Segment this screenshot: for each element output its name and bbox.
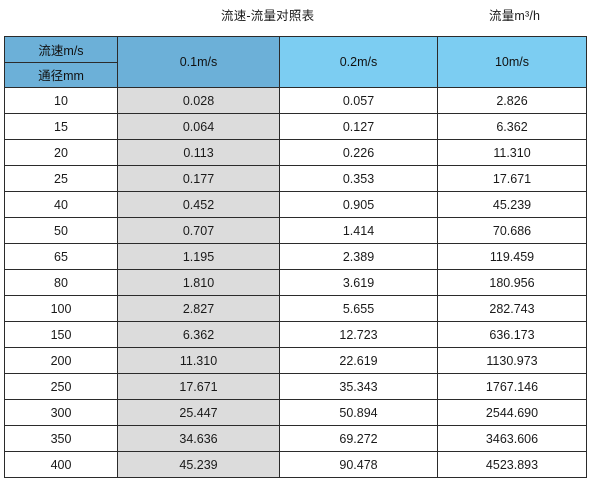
cell-flow-10: 6.362 <box>437 113 587 140</box>
cell-flow-0-2: 1.414 <box>279 217 438 244</box>
cell-flow-0-1: 25.447 <box>117 399 280 426</box>
cell-flow-0-1: 0.452 <box>117 191 280 218</box>
cell-flow-0-2: 5.655 <box>279 295 438 322</box>
flow-table-container: 流速m/s 0.1m/s 0.2m/s 10m/s 通径mm 10 0.028 … <box>4 36 587 478</box>
cell-diameter: 250 <box>4 373 118 400</box>
table-body: 流速m/s 0.1m/s 0.2m/s 10m/s 通径mm 10 0.028 … <box>4 36 587 478</box>
cell-flow-0-1: 1.810 <box>117 269 280 296</box>
cell-flow-10: 2.826 <box>437 87 587 114</box>
table-row: 150 6.362 12.723 636.173 <box>4 321 587 348</box>
cell-flow-0-2: 0.057 <box>279 87 438 114</box>
cell-flow-0-1: 0.113 <box>117 139 280 166</box>
table-row: 300 25.447 50.894 2544.690 <box>4 399 587 426</box>
cell-diameter: 25 <box>4 165 118 192</box>
cell-diameter: 100 <box>4 295 118 322</box>
cell-flow-10: 636.173 <box>437 321 587 348</box>
cell-diameter: 10 <box>4 87 118 114</box>
cell-flow-0-2: 69.272 <box>279 425 438 452</box>
cell-flow-0-1: 0.064 <box>117 113 280 140</box>
cell-diameter: 300 <box>4 399 118 426</box>
cell-flow-0-2: 12.723 <box>279 321 438 348</box>
cell-flow-10: 70.686 <box>437 217 587 244</box>
cell-flow-0-1: 0.177 <box>117 165 280 192</box>
cell-flow-10: 282.743 <box>437 295 587 322</box>
cell-flow-0-2: 50.894 <box>279 399 438 426</box>
cell-diameter: 65 <box>4 243 118 270</box>
cell-flow-10: 45.239 <box>437 191 587 218</box>
cell-flow-0-2: 3.619 <box>279 269 438 296</box>
cell-flow-0-2: 90.478 <box>279 451 438 478</box>
cell-flow-0-2: 2.389 <box>279 243 438 270</box>
cell-flow-0-1: 45.239 <box>117 451 280 478</box>
cell-flow-0-1: 17.671 <box>117 373 280 400</box>
table-row: 100 2.827 5.655 282.743 <box>4 295 587 322</box>
table-row: 250 17.671 35.343 1767.146 <box>4 373 587 400</box>
cell-diameter: 20 <box>4 139 118 166</box>
table-row: 65 1.195 2.389 119.459 <box>4 243 587 270</box>
flow-rate-table: 流速m/s 0.1m/s 0.2m/s 10m/s 通径mm 10 0.028 … <box>4 36 587 478</box>
cell-flow-10: 3463.606 <box>437 425 587 452</box>
cell-flow-0-2: 0.127 <box>279 113 438 140</box>
cell-flow-0-2: 0.353 <box>279 165 438 192</box>
cell-flow-10: 119.459 <box>437 243 587 270</box>
cell-diameter: 50 <box>4 217 118 244</box>
cell-flow-0-1: 34.636 <box>117 425 280 452</box>
cell-diameter: 40 <box>4 191 118 218</box>
cell-flow-10: 1130.973 <box>437 347 587 374</box>
cell-flow-10: 1767.146 <box>437 373 587 400</box>
cell-diameter: 400 <box>4 451 118 478</box>
header-velocity-label: 流速m/s <box>4 36 118 63</box>
cell-flow-0-1: 2.827 <box>117 295 280 322</box>
table-row: 350 34.636 69.272 3463.606 <box>4 425 587 452</box>
header-velocity-0-1: 0.1m/s <box>117 36 280 88</box>
table-row: 25 0.177 0.353 17.671 <box>4 165 587 192</box>
cell-flow-0-1: 6.362 <box>117 321 280 348</box>
table-row: 200 11.310 22.619 1130.973 <box>4 347 587 374</box>
cell-flow-0-1: 11.310 <box>117 347 280 374</box>
header-row-bottom: 通径mm <box>4 61 587 88</box>
cell-diameter: 150 <box>4 321 118 348</box>
cell-flow-10: 4523.893 <box>437 451 587 478</box>
table-row: 40 0.452 0.905 45.239 <box>4 191 587 218</box>
cell-flow-10: 11.310 <box>437 139 587 166</box>
cell-diameter: 80 <box>4 269 118 296</box>
cell-diameter: 15 <box>4 113 118 140</box>
cell-flow-0-2: 0.905 <box>279 191 438 218</box>
cell-flow-0-2: 35.343 <box>279 373 438 400</box>
cell-flow-0-2: 0.226 <box>279 139 438 166</box>
table-row: 10 0.028 0.057 2.826 <box>4 87 587 114</box>
table-row: 15 0.064 0.127 6.362 <box>4 113 587 140</box>
cell-flow-0-1: 0.707 <box>117 217 280 244</box>
cell-flow-10: 17.671 <box>437 165 587 192</box>
cell-flow-0-2: 22.619 <box>279 347 438 374</box>
header-velocity-10: 10m/s <box>437 36 587 88</box>
table-row: 400 45.239 90.478 4523.893 <box>4 451 587 478</box>
cell-flow-0-1: 0.028 <box>117 87 280 114</box>
header-velocity-0-2: 0.2m/s <box>279 36 438 88</box>
caption-row: 流速-流量对照表 流量m³/h <box>0 0 600 36</box>
cell-diameter: 200 <box>4 347 118 374</box>
table-title: 流速-流量对照表 <box>221 9 315 23</box>
cell-diameter: 350 <box>4 425 118 452</box>
table-row: 80 1.810 3.619 180.956 <box>4 269 587 296</box>
cell-flow-10: 180.956 <box>437 269 587 296</box>
cell-flow-0-1: 1.195 <box>117 243 280 270</box>
header-row-top: 流速m/s 0.1m/s 0.2m/s 10m/s <box>4 36 587 88</box>
header-diameter-label: 通径mm <box>4 61 118 88</box>
table-row: 50 0.707 1.414 70.686 <box>4 217 587 244</box>
table-row: 20 0.113 0.226 11.310 <box>4 139 587 166</box>
flow-unit-label: 流量m³/h <box>489 9 541 23</box>
cell-flow-10: 2544.690 <box>437 399 587 426</box>
